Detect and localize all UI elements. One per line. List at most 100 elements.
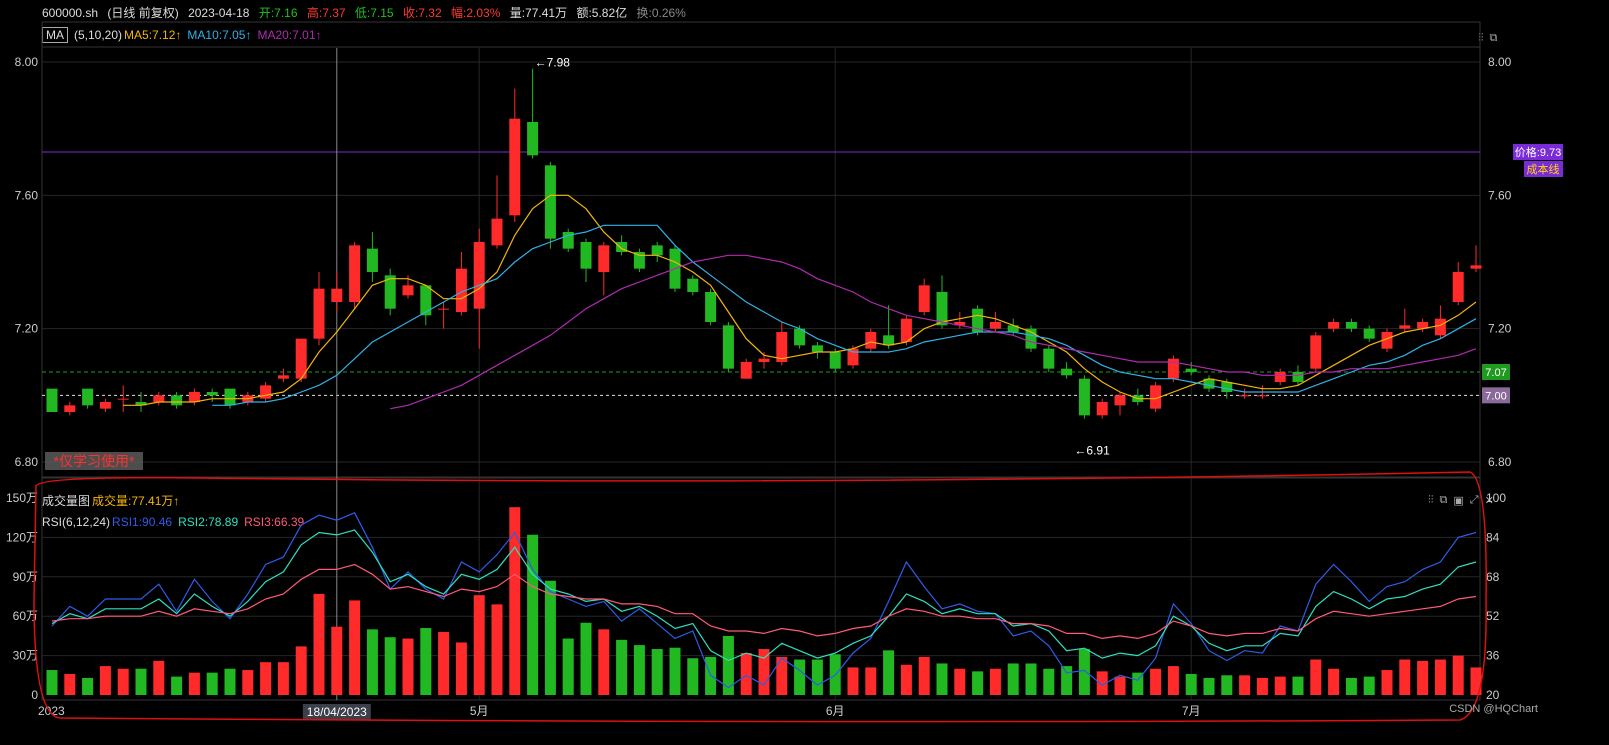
rsi-indicator-bar: RSI(6,12,24) RSI1:90.46 RSI2:78.89 RSI3:66.… bbox=[42, 515, 310, 529]
amount-value: 额:5.82亿 bbox=[576, 6, 628, 20]
candle-body bbox=[633, 252, 645, 269]
cost-line-name: 成本线 bbox=[1527, 162, 1560, 176]
volume-bar bbox=[1328, 668, 1340, 695]
candle-body bbox=[705, 292, 717, 322]
candle-body bbox=[509, 118, 521, 216]
settings-icon[interactable]: ⧉ bbox=[1489, 32, 1498, 44]
volume-bar bbox=[616, 639, 628, 695]
volume-bar bbox=[46, 670, 58, 695]
candle-body bbox=[1221, 382, 1233, 392]
price-tick-label-left: 7.20 bbox=[15, 322, 39, 336]
candle-body bbox=[1061, 368, 1073, 376]
volume-bar bbox=[224, 668, 236, 695]
x-axis-label: 6月 bbox=[826, 704, 845, 718]
volume-bar bbox=[135, 668, 147, 695]
volume-bar bbox=[331, 626, 343, 695]
volume-bar bbox=[82, 677, 94, 695]
rsi3-value: RSI3:66.39 bbox=[244, 515, 305, 529]
candle-body bbox=[349, 245, 361, 302]
volume-bar bbox=[544, 580, 556, 695]
candle-body bbox=[918, 285, 930, 312]
ma-selector-button[interactable]: MA bbox=[42, 27, 68, 43]
main-panel-frame bbox=[41, 21, 1481, 478]
volume-bar bbox=[722, 635, 734, 695]
price-tick-label-right: 6.80 bbox=[1488, 455, 1512, 469]
volume-bar bbox=[384, 637, 396, 695]
adjust-icon[interactable]: ⫶⫶ bbox=[1478, 32, 1484, 44]
sub-window-toolbar: ⫶⫶ ⧉ ▣ ⤢ ✕ bbox=[1428, 494, 1494, 507]
volume-bar bbox=[669, 647, 681, 695]
candle-body bbox=[1417, 322, 1429, 329]
volume-title: 成交量图 bbox=[42, 494, 91, 508]
close-icon[interactable]: ✕ bbox=[1484, 495, 1494, 507]
volume-bar bbox=[438, 631, 450, 695]
volume-bar bbox=[1132, 672, 1144, 695]
volume-bar bbox=[313, 593, 325, 695]
low-price-marker: ←6.91 bbox=[1074, 444, 1110, 458]
price-tick-label-right: 7.60 bbox=[1488, 188, 1512, 202]
volume-bar bbox=[1310, 659, 1322, 695]
change-value: 幅:2.03% bbox=[451, 6, 501, 20]
volume-bar bbox=[740, 652, 752, 695]
rsi-tick-label: 68 bbox=[1486, 570, 1500, 584]
maximize-icon[interactable]: ⤢ bbox=[1469, 494, 1479, 506]
high-price-marker: ←7.98 bbox=[535, 56, 571, 70]
volume-bar bbox=[206, 672, 218, 695]
volume-bar bbox=[1025, 663, 1037, 695]
candle-body bbox=[1328, 322, 1340, 329]
cost-line-price-tag bbox=[1513, 144, 1563, 160]
candle-body bbox=[473, 242, 485, 309]
candle-body bbox=[1345, 322, 1357, 329]
volume-bar bbox=[1470, 667, 1482, 695]
volume-bar bbox=[918, 656, 930, 695]
volume-bar bbox=[491, 604, 503, 695]
credit-text: CSDN @HQChart bbox=[1449, 703, 1538, 715]
candle-body bbox=[1203, 378, 1215, 389]
candle-body bbox=[64, 405, 76, 412]
volume-bar bbox=[847, 667, 859, 695]
volume-bar bbox=[1399, 659, 1411, 695]
candle-body bbox=[1381, 332, 1393, 349]
volume-bar bbox=[277, 662, 289, 695]
settings-icon[interactable]: ⧉ bbox=[1439, 494, 1448, 506]
adjust-icon[interactable]: ⫶⫶ bbox=[1428, 494, 1434, 506]
volume-bar bbox=[633, 645, 645, 695]
candle-body bbox=[651, 245, 663, 256]
price-tick-label-left: 7.60 bbox=[15, 188, 39, 202]
rsi3-line bbox=[51, 563, 1477, 640]
candle-body bbox=[366, 248, 378, 272]
close-value: 收:7.32 bbox=[402, 6, 442, 20]
candle-body bbox=[758, 358, 770, 362]
candle-body bbox=[883, 335, 895, 346]
volume-bar bbox=[1007, 663, 1019, 695]
candle-body bbox=[1363, 328, 1375, 339]
candle-body bbox=[989, 322, 1001, 329]
candle-body bbox=[1096, 402, 1108, 416]
ma20-value: MA20:7.01↑ bbox=[257, 28, 322, 42]
ma10-value: MA10:7.05↑ bbox=[187, 28, 252, 42]
volume-indicator-value: 成交量:77.41万↑ bbox=[92, 494, 180, 508]
volume-bar bbox=[527, 534, 539, 695]
candle-body bbox=[1470, 265, 1482, 269]
rsi-tick-label: 36 bbox=[1486, 649, 1500, 663]
volume-bar bbox=[776, 656, 788, 695]
candle-body bbox=[1025, 328, 1037, 349]
volume-bar bbox=[171, 676, 183, 695]
turnover-value: 换:0.26% bbox=[636, 6, 686, 20]
volume-bar bbox=[1043, 668, 1055, 695]
candle-body bbox=[598, 245, 610, 272]
candle-body bbox=[847, 348, 859, 366]
candle-body bbox=[794, 328, 806, 346]
rsi2-value: RSI2:78.89 bbox=[178, 515, 239, 529]
volume-bar bbox=[865, 667, 877, 695]
volume-tick-label: 60万 bbox=[13, 609, 38, 623]
volume-bar bbox=[117, 668, 129, 695]
volume-bar bbox=[562, 638, 574, 695]
window-icon[interactable]: ▣ bbox=[1453, 495, 1464, 507]
candle-body bbox=[491, 218, 503, 246]
volume-bar bbox=[954, 668, 966, 695]
candle-body bbox=[1185, 368, 1197, 372]
ma-params: (5,10,20) bbox=[74, 28, 123, 42]
watermark-text: *仅学习使用* bbox=[54, 453, 135, 469]
